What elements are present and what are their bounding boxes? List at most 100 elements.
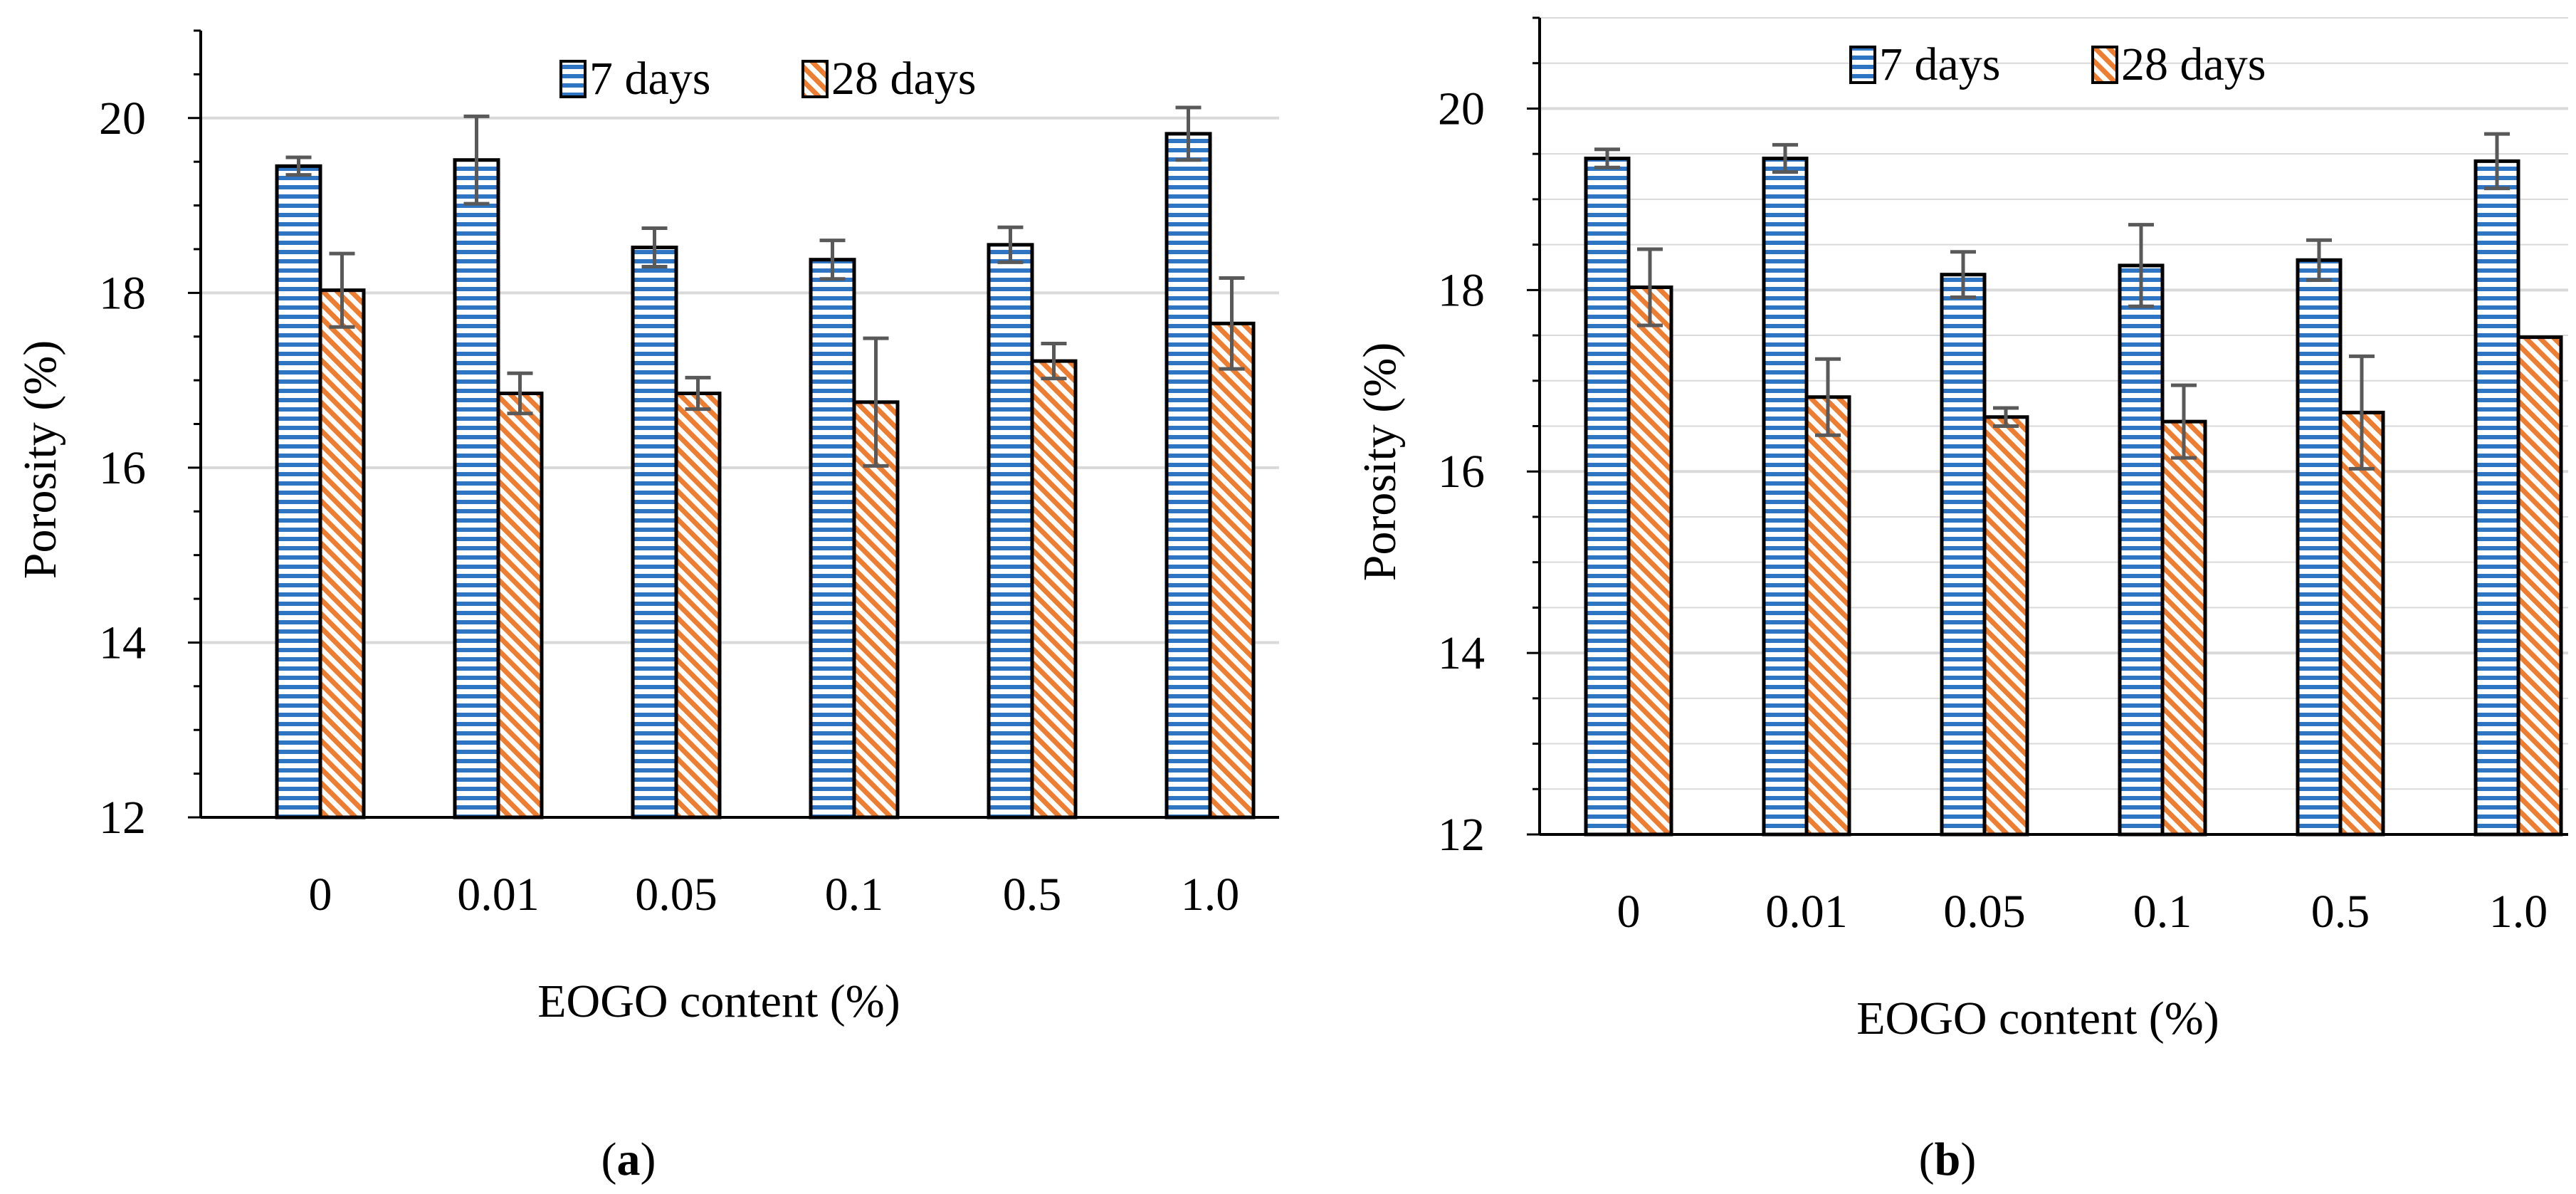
- error-bar-b-28d-2: [1993, 406, 2019, 428]
- x-tick-label-b-4: 0.5: [2311, 886, 2370, 938]
- bar-b-28d-1: [1804, 395, 1851, 837]
- x-tick-label-b-1: 0.01: [1765, 886, 1848, 938]
- legend-label-28-days-a: 28 days: [831, 53, 976, 105]
- x-axis-label-b: EOGO content (%): [1856, 993, 2219, 1044]
- caption-open-a: (: [601, 1133, 617, 1185]
- x-tick-label-a-3: 0.1: [825, 869, 884, 921]
- y-axis-label-b: Porosity (%): [1354, 342, 1406, 581]
- x-tick-label-b-2: 0.05: [1943, 886, 2026, 938]
- legend-a: 7 days 28 days: [559, 53, 976, 105]
- error-bar-a-7d-1: [463, 114, 490, 206]
- x-tick-labels-a: 0 0.01 0.05 0.1 0.5 1.0: [309, 869, 1240, 921]
- x-tick-label-b-5: 1.0: [2489, 886, 2548, 938]
- bar-a-7d-4: [987, 243, 1034, 819]
- legend-swatch-7-days-b: [1849, 46, 1876, 84]
- caption-close-a: ): [641, 1133, 656, 1185]
- error-bar-a-28d-0: [329, 251, 355, 329]
- error-bar-a-28d-3: [863, 336, 889, 468]
- error-bar-b-28d-3: [2171, 383, 2197, 460]
- error-bar-a-7d-5: [1175, 105, 1202, 162]
- caption-open-b: (: [1919, 1133, 1935, 1185]
- x-tick-label-a-2: 0.05: [635, 869, 717, 921]
- error-bar-a-28d-5: [1219, 276, 1245, 371]
- chart-panel-a: 12 14 16 18 20 0 0.01 0.05 0.1 0.5 1.0 7 days 28 …: [14, 29, 1279, 1185]
- error-bars-b: [1594, 132, 2510, 471]
- error-bar-b-7d-0: [1594, 147, 1620, 169]
- error-bar-b-7d-5: [2484, 132, 2510, 191]
- bar-a-28d-4: [1030, 359, 1078, 819]
- y-tick-label-a-16: 16: [99, 442, 146, 494]
- legend-swatch-28-days-a: [801, 60, 829, 98]
- error-bar-a-28d-2: [685, 375, 711, 412]
- error-bar-b-28d-1: [1815, 357, 1841, 437]
- bar-b-28d-5: [2516, 335, 2563, 837]
- error-bar-b-7d-2: [1950, 250, 1976, 300]
- x-tick-label-b-3: 0.1: [2133, 886, 2192, 938]
- x-tick-labels-b: 0 0.01 0.05 0.1 0.5 1.0: [1617, 886, 2548, 938]
- bar-a-28d-5: [1208, 321, 1256, 819]
- y-axis-label-a: Porosity (%): [14, 340, 66, 579]
- legend-label-28-days-b: 28 days: [2121, 38, 2266, 90]
- bar-a-7d-0: [275, 164, 322, 819]
- error-bar-b-28d-0: [1637, 247, 1663, 328]
- y-tick-label-b-16: 16: [1438, 446, 1485, 498]
- legend-b: 7 days 28 days: [1849, 38, 2266, 90]
- error-bars-a: [285, 105, 1245, 468]
- gridlines-b: [1540, 17, 2568, 790]
- error-bar-b-7d-4: [2306, 238, 2332, 282]
- bar-b-7d-3: [2118, 263, 2165, 837]
- legend-swatch-7-days-a: [559, 60, 587, 98]
- legend-label-7-days-a: 7 days: [589, 53, 710, 105]
- bar-a-28d-1: [496, 392, 544, 819]
- error-bar-b-28d-4: [2349, 354, 2375, 471]
- bar-b-7d-5: [2474, 159, 2520, 837]
- y-tick-label-b-20: 20: [1438, 83, 1485, 135]
- panel-caption-a: (a): [601, 1133, 656, 1185]
- legend-label-7-days-b: 7 days: [1879, 38, 2000, 90]
- y-tick-label-a-18: 18: [99, 267, 146, 319]
- y-tick-label-b-18: 18: [1438, 264, 1485, 316]
- bar-a-7d-5: [1165, 132, 1212, 819]
- x-tick-label-a-4: 0.5: [1003, 869, 1062, 921]
- bar-a-28d-2: [674, 392, 722, 819]
- bar-b-7d-4: [2296, 258, 2343, 837]
- bar-b-28d-0: [1626, 286, 1673, 837]
- error-bar-a-28d-4: [1041, 342, 1067, 381]
- panel-caption-b: (b): [1919, 1133, 1977, 1185]
- y-tick-label-a-14: 14: [99, 617, 146, 669]
- y-ticks-a: 12 14 16 18 20: [99, 29, 201, 844]
- y-tick-label-a-12: 12: [99, 792, 146, 844]
- error-bar-a-7d-0: [285, 155, 312, 177]
- error-bar-a-7d-3: [819, 239, 846, 281]
- error-bar-b-7d-3: [2128, 223, 2154, 308]
- bar-a-7d-1: [453, 158, 500, 819]
- caption-close-b: ): [1960, 1133, 1976, 1185]
- error-bar-a-28d-1: [507, 371, 533, 416]
- bar-a-28d-0: [318, 288, 366, 819]
- x-tick-label-a-0: 0: [309, 869, 332, 921]
- x-tick-label-a-5: 1.0: [1181, 869, 1240, 921]
- error-bar-a-7d-4: [997, 225, 1024, 264]
- x-tick-label-b-0: 0: [1617, 886, 1641, 938]
- y-tick-label-b-12: 12: [1438, 809, 1485, 861]
- bar-b-7d-2: [1940, 273, 1987, 837]
- bars-a: [275, 132, 1256, 819]
- error-bar-a-7d-2: [641, 226, 668, 268]
- legend-swatch-28-days-b: [2091, 46, 2118, 84]
- bar-b-28d-2: [1982, 415, 2029, 837]
- caption-letter-a: a: [617, 1133, 641, 1185]
- x-axis-label-a: EOGO content (%): [537, 975, 900, 1027]
- bar-a-7d-3: [809, 258, 856, 819]
- gridlines-a: [201, 116, 1279, 644]
- caption-letter-b: b: [1935, 1133, 1961, 1185]
- y-tick-label-a-20: 20: [99, 93, 146, 145]
- y-tick-label-b-14: 14: [1438, 627, 1485, 679]
- bar-b-28d-3: [2160, 419, 2207, 837]
- bar-b-7d-1: [1762, 157, 1809, 837]
- bars-b: [1584, 157, 2563, 837]
- x-tick-label-a-1: 0.01: [457, 869, 540, 921]
- chart-panel-b: 12 14 16 18 20 0 0.01 0.05 0.1 0.5 1.0 7 days 28 …: [1354, 16, 2568, 1185]
- bar-a-7d-2: [631, 245, 678, 819]
